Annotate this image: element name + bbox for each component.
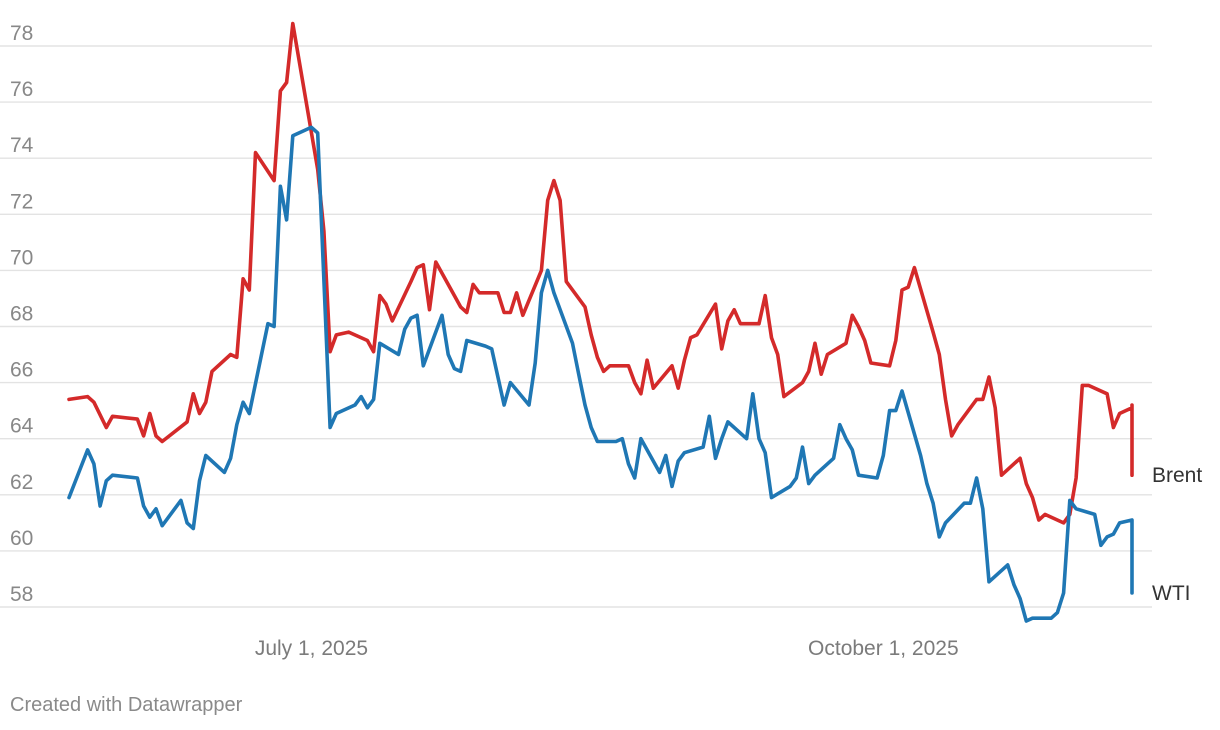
- y-tick-label: 74: [10, 134, 34, 157]
- y-tick-label: 66: [10, 359, 33, 382]
- y-tick-label: 62: [10, 471, 33, 494]
- gridlines: [0, 45, 1152, 608]
- y-tick-label: 60: [10, 527, 33, 550]
- series-labels: Brent WTI: [1152, 464, 1202, 605]
- y-tick-label: 58: [10, 583, 33, 606]
- x-tick-label: October 1, 2025: [808, 637, 959, 660]
- y-axis: 58 60 62 64 66 68 70 72 74 76 78: [10, 22, 34, 606]
- x-tick-label: July 1, 2025: [255, 637, 368, 660]
- x-axis: July 1, 2025 October 1, 2025: [255, 637, 959, 660]
- y-tick-label: 70: [10, 246, 33, 269]
- series-label-brent: Brent: [1152, 464, 1202, 487]
- series-line-wti: [67, 125, 1134, 623]
- series: [67, 21, 1134, 623]
- datawrapper-credit: Created with Datawrapper: [10, 694, 243, 716]
- y-tick-label: 68: [10, 303, 33, 326]
- series-line-brent: [67, 21, 1134, 525]
- series-label-wti: WTI: [1152, 582, 1190, 605]
- y-tick-label: 78: [10, 22, 33, 45]
- y-tick-label: 76: [10, 78, 33, 101]
- y-tick-label: 72: [10, 190, 33, 213]
- y-tick-label: 64: [10, 415, 34, 438]
